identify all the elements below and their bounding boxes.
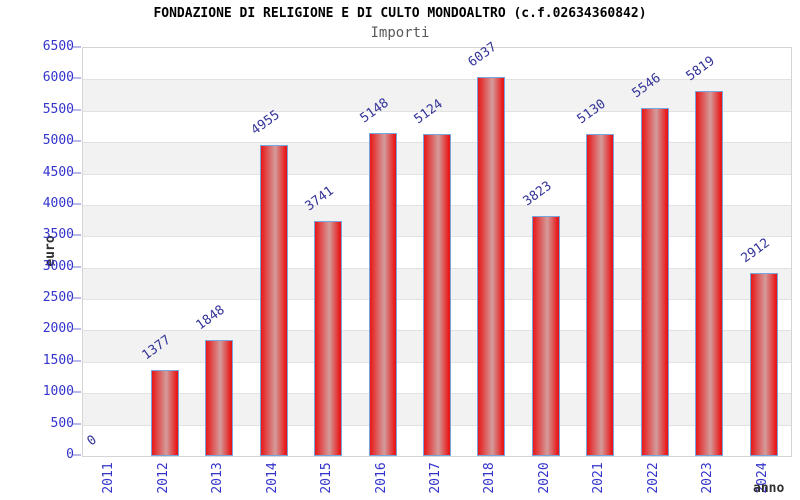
y-tick-mark — [73, 46, 81, 48]
plot-band — [83, 79, 791, 111]
y-tick-mark — [73, 422, 81, 425]
bar — [695, 90, 724, 456]
y-tick-label: 3000 — [42, 258, 74, 274]
bar — [586, 133, 615, 456]
y-tick-label: 5000 — [42, 133, 74, 149]
y-tick-label: 500 — [50, 415, 74, 431]
x-tick-label: 2012 — [155, 462, 171, 494]
bar — [749, 273, 778, 456]
y-tick-label: 0 — [66, 447, 74, 462]
bar — [368, 132, 397, 456]
y-tick-mark — [73, 77, 81, 80]
bar — [314, 221, 343, 456]
gridline — [83, 79, 791, 81]
x-tick-label: 2018 — [482, 462, 498, 494]
y-tick-label: 1500 — [42, 352, 74, 368]
x-tick-label: 2021 — [591, 462, 607, 494]
x-tick-label: 2016 — [373, 462, 389, 494]
chart-title: FONDAZIONE DI RELIGIONE E DI CULTO MONDO… — [153, 6, 647, 21]
y-tick-label: 4000 — [42, 195, 74, 211]
y-tick-label: 2000 — [42, 321, 74, 337]
y-tick-label: 6000 — [42, 70, 74, 86]
bar — [531, 216, 560, 456]
y-tick-label: 2500 — [42, 290, 74, 306]
bar — [640, 107, 669, 456]
y-tick-mark — [73, 140, 81, 143]
y-tick-mark — [73, 108, 81, 111]
bar — [150, 369, 179, 456]
y-tick-mark — [73, 297, 81, 300]
x-tick-label: 2013 — [210, 462, 226, 494]
x-tick-label: 2022 — [645, 462, 661, 494]
bar — [205, 340, 234, 456]
y-tick-mark — [73, 328, 81, 331]
y-tick-mark — [73, 454, 81, 456]
y-tick-label: 4500 — [42, 164, 74, 180]
bar — [423, 134, 451, 456]
x-tick-label: 2023 — [700, 462, 716, 494]
x-tick-label: 2011 — [101, 462, 117, 494]
y-axis: 0 500 1000 1500 2000 2500 3000 3500 4000 4500 5000… — [0, 39, 82, 462]
gridline — [83, 110, 791, 112]
x-tick-label: 2015 — [319, 462, 335, 494]
x-axis-label: anno — [753, 481, 785, 496]
y-tick-label: 5500 — [42, 101, 74, 117]
bar — [477, 77, 506, 456]
y-tick-mark — [73, 234, 81, 237]
y-tick-mark — [73, 265, 81, 268]
y-tick-mark — [73, 202, 81, 205]
y-tick-label: 3500 — [42, 227, 74, 243]
y-tick-mark — [73, 359, 81, 362]
y-tick-mark — [73, 171, 81, 174]
bar — [259, 144, 288, 456]
y-tick-label: 6500 — [42, 39, 74, 54]
chart-subtitle: Importi — [370, 25, 430, 41]
y-tick-mark — [73, 391, 81, 394]
x-axis: 2011 2012 2013 2014 2015 2016 2017 2018 2020 2021… — [82, 455, 790, 500]
plot-area: 0 1377 1848 4955 3741 5148 5124 6037 3823 5130 554… — [82, 40, 792, 457]
x-tick-label: 2014 — [264, 462, 280, 494]
x-tick-label: 2017 — [428, 462, 443, 494]
y-tick-label: 1000 — [42, 384, 74, 400]
plot-band — [83, 48, 791, 80]
x-tick-label: 2020 — [536, 462, 552, 494]
